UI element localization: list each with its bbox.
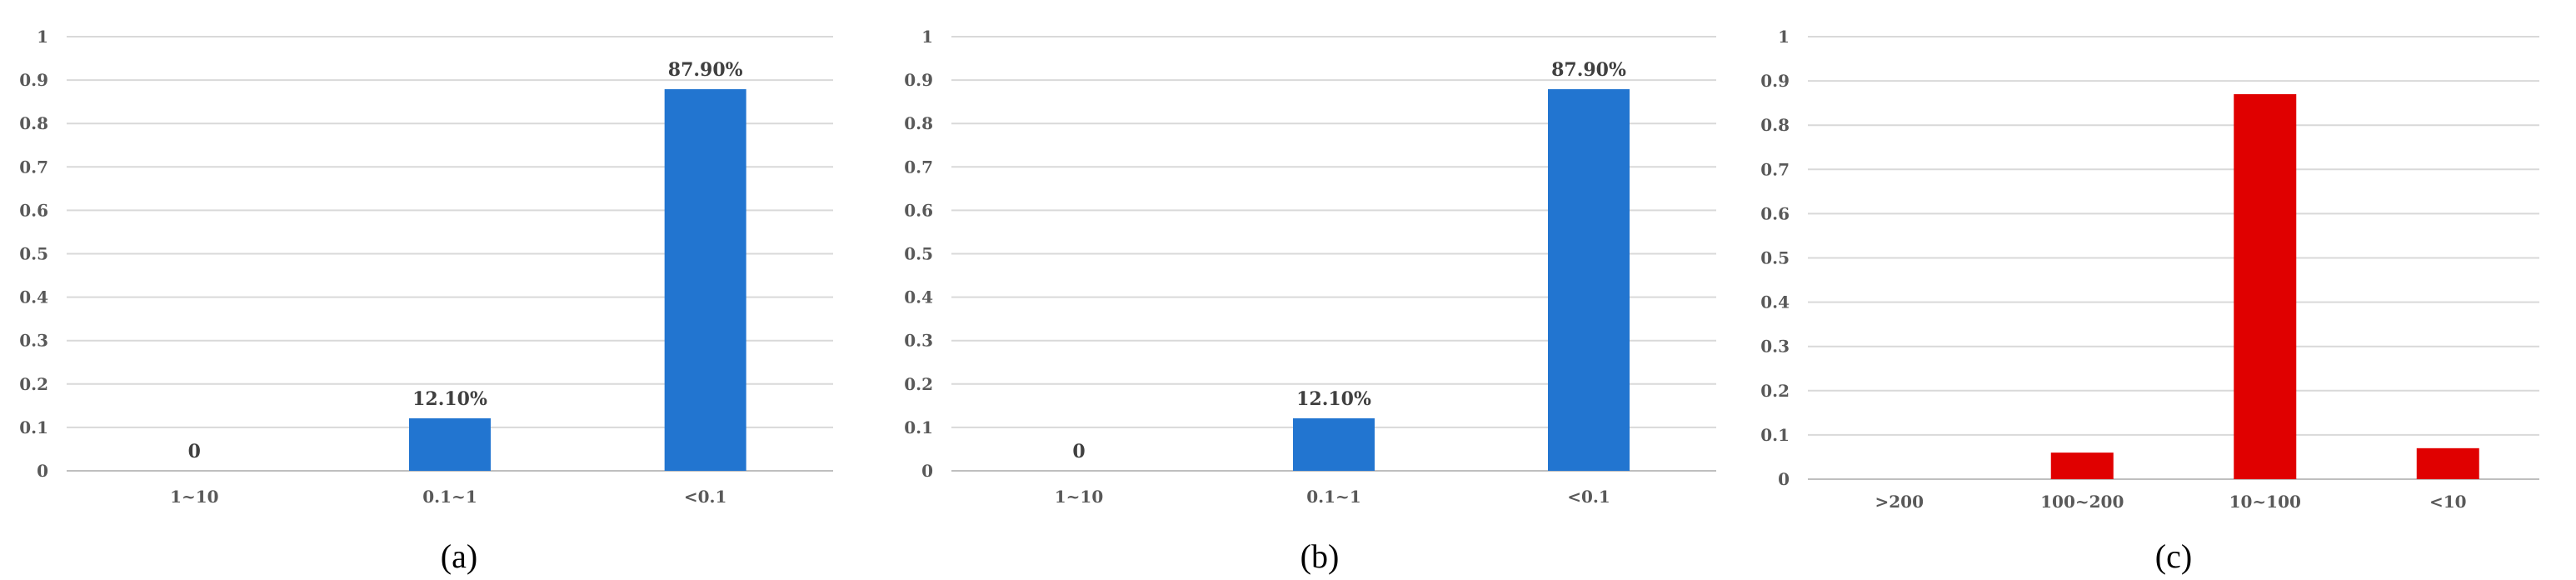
y-tick-label: 0.2: [1760, 381, 1790, 401]
panel-caption: (a): [441, 538, 477, 575]
y-tick-label: 0: [1778, 469, 1790, 489]
y-tick-label: 1: [921, 27, 933, 47]
y-tick-label: 0: [37, 461, 48, 481]
panel-b: 0 0.1 0.2 0.3 0.4 0.5 0.6 0.7 0.8 0.9 1 1~10 0 0.1~1 1…: [904, 27, 1716, 575]
y-tick-label: 0.4: [904, 288, 933, 308]
data-label: 12.10%: [412, 388, 487, 410]
panel-caption: (c): [2155, 538, 2192, 575]
data-label: 12.10%: [1296, 388, 1371, 410]
bar: [664, 89, 746, 471]
y-tick-label: 1: [37, 27, 48, 47]
y-tick-label: 0.8: [904, 113, 933, 133]
y-tick-label: 0.6: [19, 200, 48, 220]
y-tick-label: 0.9: [904, 70, 933, 90]
panel-caption: (b): [1300, 538, 1340, 575]
data-label: 87.90%: [668, 59, 743, 81]
y-tick-label: 0.2: [19, 374, 48, 394]
y-tick-label: 0.8: [1760, 115, 1790, 135]
y-tick-label: 0.7: [904, 157, 933, 177]
y-tick-label: 0.5: [904, 244, 933, 264]
x-tick-label: <10: [2429, 492, 2467, 512]
y-tick-label: 0: [921, 461, 933, 481]
x-tick-label: 100~200: [2040, 492, 2124, 512]
y-tick-label: 0.4: [1760, 292, 1790, 312]
bar: [1293, 418, 1375, 471]
x-tick-label: <0.1: [1567, 487, 1610, 507]
data-label: 0: [1072, 441, 1085, 462]
bar: [1548, 89, 1630, 471]
x-tick-label: >200: [1875, 492, 1924, 512]
bar: [409, 418, 491, 471]
y-tick-label: 0.5: [1760, 248, 1790, 268]
y-tick-label: 0.3: [19, 331, 48, 351]
y-tick-label: 0.4: [19, 288, 48, 308]
panel-c: 0 0.1 0.2 0.3 0.4 0.5 0.6 0.7 0.8 0.9 1 >200 100~200…: [1760, 27, 2539, 575]
panel-a: 0 0.1 0.2 0.3 0.4 0.5 0.6 0.7 0.8 0.9 1 1~10 0 0.1~1 1…: [19, 27, 833, 575]
y-tick-label: 0.3: [1760, 337, 1790, 357]
x-tick-label: 0.1~1: [1306, 487, 1360, 507]
y-tick-label: 0.9: [1760, 71, 1790, 91]
bar: [2050, 452, 2114, 479]
x-tick-label: 0.1~1: [422, 487, 477, 507]
y-tick-label: 0.2: [904, 374, 933, 394]
x-tick-label: 1~10: [170, 487, 219, 507]
y-tick-label: 0.5: [19, 244, 48, 264]
y-tick-label: 0.6: [1760, 203, 1790, 223]
y-tick-label: 0.1: [1760, 425, 1790, 445]
y-tick-label: 1: [1778, 27, 1790, 47]
data-label: 87.90%: [1551, 59, 1626, 81]
y-tick-label: 0.3: [904, 331, 933, 351]
data-label: 0: [188, 441, 201, 462]
y-tick-label: 0.1: [904, 418, 933, 438]
x-tick-label: 10~100: [2229, 492, 2301, 512]
bar: [2416, 448, 2479, 479]
y-tick-label: 0.8: [19, 113, 48, 133]
y-tick-label: 0.1: [19, 418, 48, 438]
y-tick-label: 0.9: [19, 70, 48, 90]
x-tick-label: <0.1: [684, 487, 727, 507]
x-tick-label: 1~10: [1055, 487, 1104, 507]
y-tick-label: 0.7: [1760, 159, 1790, 179]
y-tick-label: 0.6: [904, 200, 933, 220]
bar: [2234, 94, 2297, 479]
y-tick-label: 0.7: [19, 157, 48, 177]
